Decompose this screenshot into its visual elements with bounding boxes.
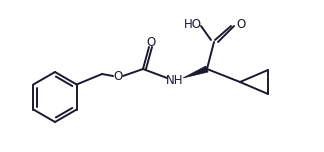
Text: O: O <box>146 36 156 48</box>
Text: HO: HO <box>184 17 202 31</box>
Text: O: O <box>113 69 122 83</box>
Text: O: O <box>237 17 246 31</box>
Polygon shape <box>183 66 208 78</box>
Text: NH: NH <box>166 74 184 86</box>
